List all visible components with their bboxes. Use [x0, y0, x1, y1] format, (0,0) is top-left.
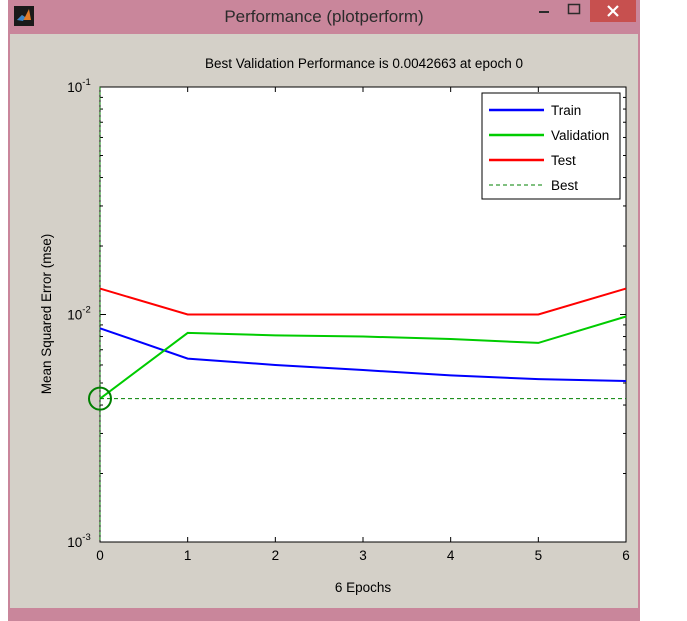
- legend-box: [481, 92, 621, 200]
- y-tick-label: 10-1: [67, 77, 90, 95]
- legend-label-train: Train: [551, 103, 581, 118]
- chart-title: Best Validation Performance is 0.0042663…: [205, 56, 523, 71]
- series-line-test: [99, 287, 627, 316]
- y-tick-base: 10: [67, 308, 82, 323]
- y-tick-base: 10: [67, 535, 82, 550]
- legend-label-test: Test: [551, 153, 576, 168]
- x-tick-label: 1: [184, 548, 192, 563]
- matlab-logo-icon[interactable]: [14, 6, 34, 26]
- x-tick-label: 0: [96, 548, 104, 563]
- x-tick-label: 3: [359, 548, 367, 563]
- series-line-validation: [99, 315, 627, 400]
- legend-label-best: Best: [551, 178, 578, 193]
- maximize-icon[interactable]: [560, 0, 588, 22]
- y-tick-exponent: -2: [82, 305, 90, 316]
- x-tick-label: 5: [535, 548, 543, 563]
- close-icon[interactable]: [590, 0, 636, 22]
- minimize-icon[interactable]: [530, 0, 558, 22]
- y-tick-label: 10-2: [67, 305, 90, 323]
- window-title: Performance (plotperform): [224, 7, 424, 26]
- performance-chart: Best Validation Performance is 0.0042663…: [39, 56, 630, 595]
- series-line-train: [99, 327, 627, 383]
- y-tick-exponent: -1: [82, 77, 90, 88]
- x-axis-label: 6 Epochs: [335, 580, 392, 595]
- y-tick-base: 10: [67, 80, 82, 95]
- best-point-marker: [88, 386, 112, 411]
- legend: Train Validation Test Best: [481, 92, 621, 200]
- x-tick-label: 4: [447, 548, 455, 563]
- title-bar[interactable]: Performance (plotperform): [8, 0, 640, 34]
- bottom-border: [8, 608, 640, 621]
- x-tick-label: 6: [622, 548, 630, 563]
- y-tick-label: 10-3: [67, 532, 90, 550]
- legend-label-validation: Validation: [551, 128, 609, 143]
- y-axis-label: Mean Squared Error (mse): [39, 234, 54, 395]
- figure-window: Performance (plotperform) Best Validatio…: [8, 0, 640, 621]
- y-tick-exponent: -3: [82, 532, 90, 543]
- x-tick-label: 2: [272, 548, 280, 563]
- figure-area: Best Validation Performance is 0.0042663…: [10, 34, 638, 608]
